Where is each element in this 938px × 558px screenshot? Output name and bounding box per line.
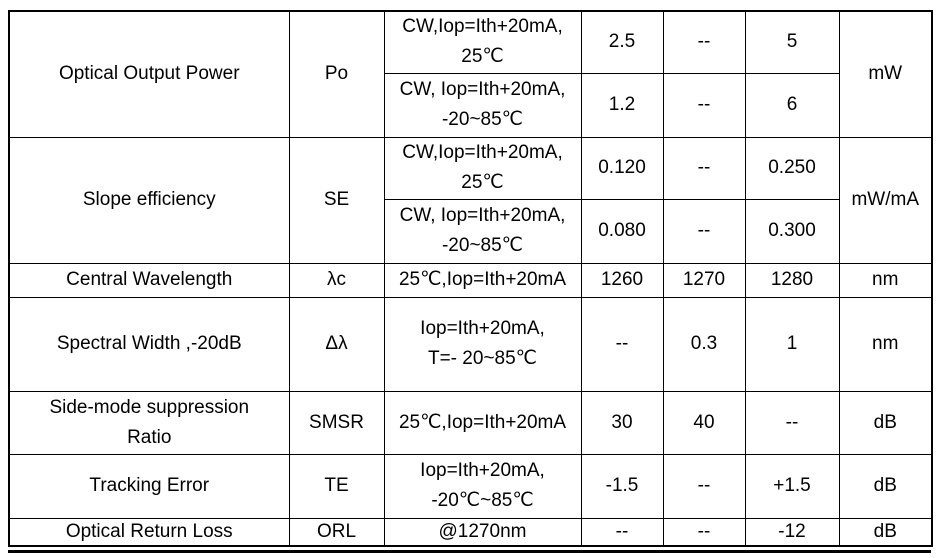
condition-line-2: 25℃ [461, 46, 504, 68]
cell-param-tracking-error: Tracking Error [8, 453, 290, 519]
cell-cond-po-25c: CW,Iop=Ith+20mA, 25℃ [383, 10, 582, 74]
cell-min-orl: -- [580, 517, 664, 547]
condition-line-2: -20~85℃ [441, 235, 524, 256]
cell-max-po-range: 6 [744, 72, 840, 138]
cell-cond-lc: 25℃,Iop=Ith+20mA [383, 262, 582, 298]
cell-max-po-25c: 5 [744, 10, 840, 74]
cell-max-orl: -12 [744, 517, 840, 547]
cell-param-spectral-width: Spectral Width ,-20dB [8, 296, 290, 392]
parameter-line-2: Ratio [127, 426, 172, 448]
cell-cond-dl: Iop=Ith+20mA, T=- 20~85℃ [383, 296, 582, 392]
cell-typ-se-range: -- [662, 198, 746, 264]
cell-typ-smsr: 40 [662, 390, 746, 455]
cell-param-smsr: Side-mode suppression Ratio [8, 390, 290, 455]
cell-symbol-lc: λc [288, 262, 385, 298]
condition-text: Iop=Ith+20mA, -20℃~85℃ [385, 456, 580, 516]
cell-typ-orl: -- [662, 517, 746, 547]
table-row: Optical Output Power Po CW,Iop=Ith+20mA,… [8, 10, 933, 138]
cell-symbol-te: TE [288, 453, 385, 519]
cell-typ-lc: 1270 [662, 262, 746, 298]
cell-min-lc: 1260 [580, 262, 664, 298]
cell-min-te: -1.5 [580, 453, 664, 519]
table-row: Slope efficiency SE CW,Iop=Ith+20mA, 25℃… [8, 136, 933, 264]
cell-typ-te: -- [662, 453, 746, 519]
condition-line-1: Iop=Ith+20mA, [420, 460, 545, 481]
optical-spec-table: Optical Output Power Po CW,Iop=Ith+20mA,… [8, 10, 933, 547]
cell-param-optical-output-power: Optical Output Power [8, 10, 290, 138]
condition-line-2: 25℃ [461, 172, 504, 193]
cell-min-se-25c: 0.120 [580, 136, 664, 200]
cell-max-se-range: 0.300 [744, 198, 840, 264]
table-row: Central Wavelength λc 25℃,Iop=Ith+20mA 1… [8, 262, 933, 298]
condition-line-1: CW, Iop=Ith+20mA, [399, 79, 566, 100]
condition-line-1: Iop=Ith+20mA, [420, 318, 545, 339]
table-row: Optical Return Loss ORL @1270nm -- -- -1… [8, 517, 933, 547]
table-row: Side-mode suppression Ratio SMSR 25℃,Iop… [8, 390, 933, 455]
cell-param-slope-efficiency: Slope efficiency [8, 136, 290, 264]
condition-text: CW,Iop=Ith+20mA, 25℃ [385, 12, 580, 72]
cell-symbol-smsr: SMSR [288, 390, 385, 455]
cell-max-dl: 1 [744, 296, 840, 392]
cell-cond-orl: @1270nm [383, 517, 582, 547]
condition-line-1: CW,Iop=Ith+20mA, [402, 142, 563, 163]
cell-typ-dl: 0.3 [662, 296, 746, 392]
condition-line-2: T=- 20~85℃ [427, 348, 537, 369]
cell-param-orl: Optical Return Loss [8, 517, 290, 547]
cell-unit-smsr: dB [838, 390, 933, 455]
condition-line-1: CW,Iop=Ith+20mA, [402, 16, 563, 38]
cell-cond-se-25c: CW,Iop=Ith+20mA, 25℃ [383, 136, 582, 200]
table-row: Spectral Width ,-20dB Δλ Iop=Ith+20mA, T… [8, 296, 933, 392]
cell-min-smsr: 30 [580, 390, 664, 455]
cell-min-po-25c: 2.5 [580, 10, 664, 74]
cell-unit-orl: dB [838, 517, 933, 547]
cell-cond-se-range: CW, Iop=Ith+20mA, -20~85℃ [383, 198, 582, 264]
cell-max-lc: 1280 [744, 262, 840, 298]
cell-unit-lc: nm [838, 262, 933, 298]
cell-symbol-dl: Δλ [288, 296, 385, 392]
cell-typ-po-range: -- [662, 72, 746, 138]
cell-typ-se-25c: -- [662, 136, 746, 200]
cell-min-dl: -- [580, 296, 664, 392]
cell-cond-po-range: CW, Iop=Ith+20mA, -20~85℃ [383, 72, 582, 138]
cell-cond-smsr: 25℃,Iop=Ith+20mA [383, 390, 582, 455]
condition-line-2: -20℃~85℃ [431, 490, 534, 511]
cell-max-te: +1.5 [744, 453, 840, 519]
parameter-text: Side-mode suppression Ratio [10, 393, 288, 453]
condition-text: CW,Iop=Ith+20mA, 25℃ [385, 138, 580, 198]
table-row: CW, Iop=Ith+20mA, -20~85℃ 1.2 -- 6 [9, 72, 932, 138]
cell-unit-dl: nm [838, 296, 933, 392]
cell-unit-te: dB [838, 453, 933, 519]
cell-typ-po-25c: -- [662, 10, 746, 74]
condition-line-1: CW, Iop=Ith+20mA, [399, 205, 566, 226]
cell-symbol-orl: ORL [288, 517, 385, 547]
cell-symbol-se: SE [288, 136, 385, 264]
condition-text: Iop=Ith+20mA, T=- 20~85℃ [385, 314, 580, 374]
bottom-divider-rule [8, 550, 931, 553]
table-row: Tracking Error TE Iop=Ith+20mA, -20℃~85℃… [8, 453, 933, 519]
cell-max-se-25c: 0.250 [744, 136, 840, 200]
condition-text: CW, Iop=Ith+20mA, -20~85℃ [385, 201, 580, 261]
cell-symbol-po: Po [288, 10, 385, 138]
cell-unit-se: mW/mA [838, 136, 933, 264]
cell-param-central-wavelength: Central Wavelength [8, 262, 290, 298]
cell-cond-te: Iop=Ith+20mA, -20℃~85℃ [383, 453, 582, 519]
condition-line-2: -20~85℃ [441, 109, 524, 130]
parameter-line-1: Side-mode suppression [49, 396, 250, 418]
cell-min-se-range: 0.080 [580, 198, 664, 264]
cell-max-smsr: -- [744, 390, 840, 455]
cell-min-po-range: 1.2 [580, 72, 664, 138]
condition-text: CW, Iop=Ith+20mA, -20~85℃ [385, 75, 580, 135]
cell-unit-po: mW [838, 10, 933, 138]
